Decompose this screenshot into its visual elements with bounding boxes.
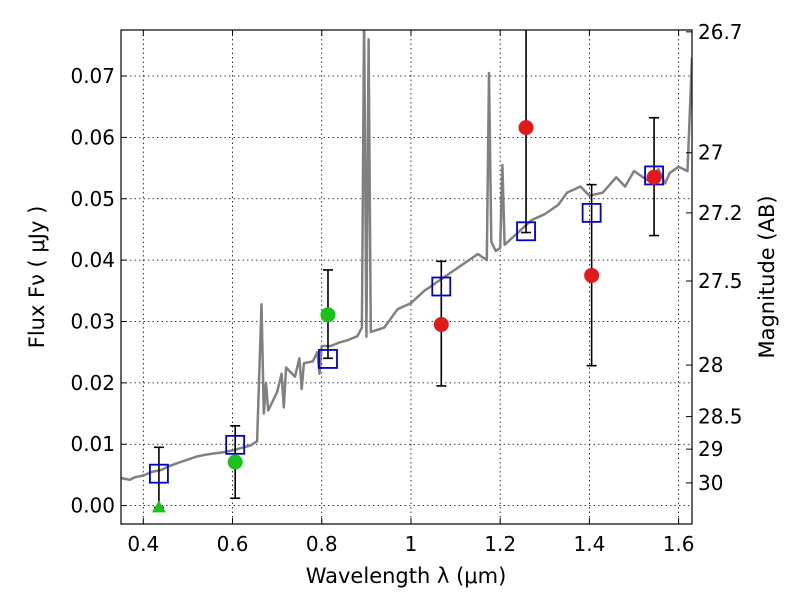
- right-tick-label: 27.5: [698, 269, 743, 293]
- y-tick-label: 0.03: [70, 309, 115, 333]
- photometry-square-marker: [149, 463, 169, 484]
- y-axis-title: Flux Fν ( μJy ): [25, 206, 49, 349]
- right-tick-label: 28.5: [698, 405, 743, 429]
- observed-flux-marker: [646, 169, 662, 185]
- photometry-square-marker: [516, 221, 536, 242]
- y-tick-label: 0.00: [70, 494, 115, 518]
- x-tick-label: 1.6: [663, 532, 695, 556]
- right-tick-label: 26.7: [698, 20, 743, 44]
- plot-area: [121, 30, 692, 513]
- observed-flux-marker: [320, 307, 336, 323]
- x-tick-label: 0.4: [127, 532, 159, 556]
- right-tick-label: 27.2: [698, 201, 743, 225]
- upper-limit-triangle-marker: [151, 500, 166, 513]
- right-tick-label: 28: [698, 353, 723, 377]
- x-tick-label: 0.8: [306, 532, 338, 556]
- x-tick-label: 0.6: [217, 532, 249, 556]
- y-tick-label: 0.05: [70, 187, 115, 211]
- photometry-square-marker: [318, 349, 338, 369]
- x-tick-label: 1: [405, 532, 418, 556]
- x-axis-title: Wavelength λ (μm): [306, 564, 507, 588]
- grid-lines: [121, 30, 692, 524]
- photometry-square-marker: [581, 202, 602, 223]
- y-tick-label: 0.06: [70, 125, 115, 149]
- y-tick-label: 0.07: [70, 64, 115, 88]
- y-tick-label: 0.02: [70, 371, 115, 395]
- right-tick-label: 27: [698, 141, 723, 165]
- observed-flux-marker: [584, 267, 600, 283]
- right-axis-title: Magnitude (AB): [755, 195, 779, 358]
- right-tick-label: 30: [698, 471, 723, 495]
- observed-flux-marker: [227, 454, 243, 470]
- plot-frame: [120, 29, 693, 525]
- y-tick-label: 0.01: [70, 432, 115, 456]
- observed-flux-marker: [433, 317, 449, 333]
- x-tick-label: 1.4: [573, 532, 605, 556]
- x-tick-label: 1.2: [484, 532, 516, 556]
- photometry-square-marker: [225, 434, 246, 455]
- right-tick-label: 29: [698, 437, 723, 461]
- photometry-square-marker: [431, 276, 452, 297]
- axis-ticks: 0.4 0.6 0.8 1 1.2 1.4 1.6 0.00 0.01 0.02 0.03 0.04 0…: [70, 20, 742, 556]
- observed-flux-marker: [518, 120, 534, 136]
- y-tick-label: 0.04: [70, 248, 115, 272]
